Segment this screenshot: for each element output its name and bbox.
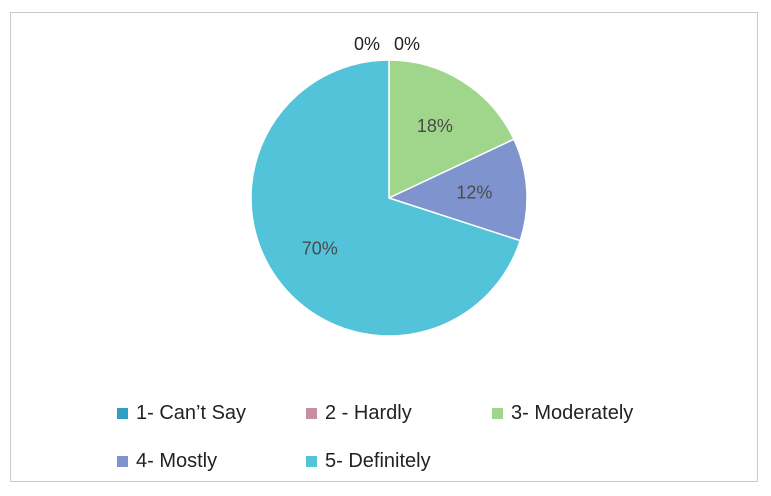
- legend-label-2: 2 - Hardly: [325, 402, 412, 424]
- legend-label-5: 5- Definitely: [325, 450, 431, 472]
- legend-label-1: 1- Can’t Say: [136, 402, 247, 424]
- legend-swatch-2: [306, 408, 317, 419]
- data-label-4: 12%: [456, 183, 492, 203]
- data-label-1: 0%: [354, 34, 380, 54]
- legend-swatch-5: [306, 456, 317, 467]
- legend-swatch-1: [117, 408, 128, 419]
- legend-swatch-3: [492, 408, 503, 419]
- legend-item-2: 2 - Hardly: [306, 402, 412, 425]
- legend-label-3: 3- Moderately: [511, 402, 634, 424]
- pie-slice-4: [386, 138, 528, 242]
- legend-item-3: 3- Moderately: [492, 402, 633, 425]
- legend-item-4: 4- Mostly: [117, 450, 217, 473]
- pie-slice-5: [250, 59, 522, 337]
- pie-slice-3: [388, 59, 515, 200]
- legend-item-1: 1- Can’t Say: [117, 402, 246, 425]
- legend-item-5: 5- Definitely: [306, 450, 431, 473]
- data-label-5: 70%: [302, 238, 338, 258]
- legend-swatch-4: [117, 456, 128, 467]
- data-label-3: 18%: [417, 116, 453, 136]
- data-label-2: 0%: [394, 34, 420, 54]
- legend-label-4: 4- Mostly: [136, 450, 218, 472]
